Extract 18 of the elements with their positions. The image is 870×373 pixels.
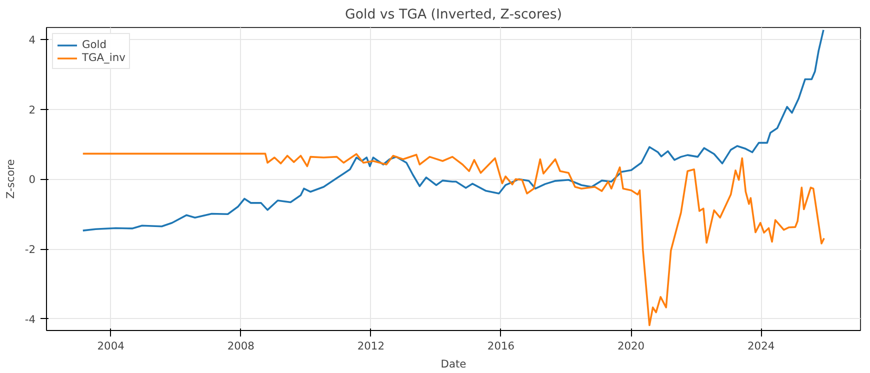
x-tick-label: 2016 [487,340,515,352]
y-tick-label: 2 [28,103,36,116]
chart-title: Gold vs TGA (Inverted, Z-scores) [345,8,562,22]
x-tick-label: 2020 [617,340,645,352]
y-tick-label: -4 [24,312,36,326]
y-tick-label: 0 [28,173,36,186]
y-tick-label: -2 [24,243,36,256]
y-tick-label: 4 [28,33,36,46]
legend-label: TGA_inv [82,51,126,64]
x-tick-label: 2008 [227,340,255,352]
legend-label: Gold [82,38,107,51]
x-tick-label: 2024 [748,340,775,352]
y-axis-title: Z-score [4,159,17,199]
line-series [82,152,825,326]
line-series [82,29,824,232]
x-axis-title: Date [440,358,466,370]
x-tick-label: 2012 [357,340,385,352]
x-tick-label: 2004 [97,340,125,352]
